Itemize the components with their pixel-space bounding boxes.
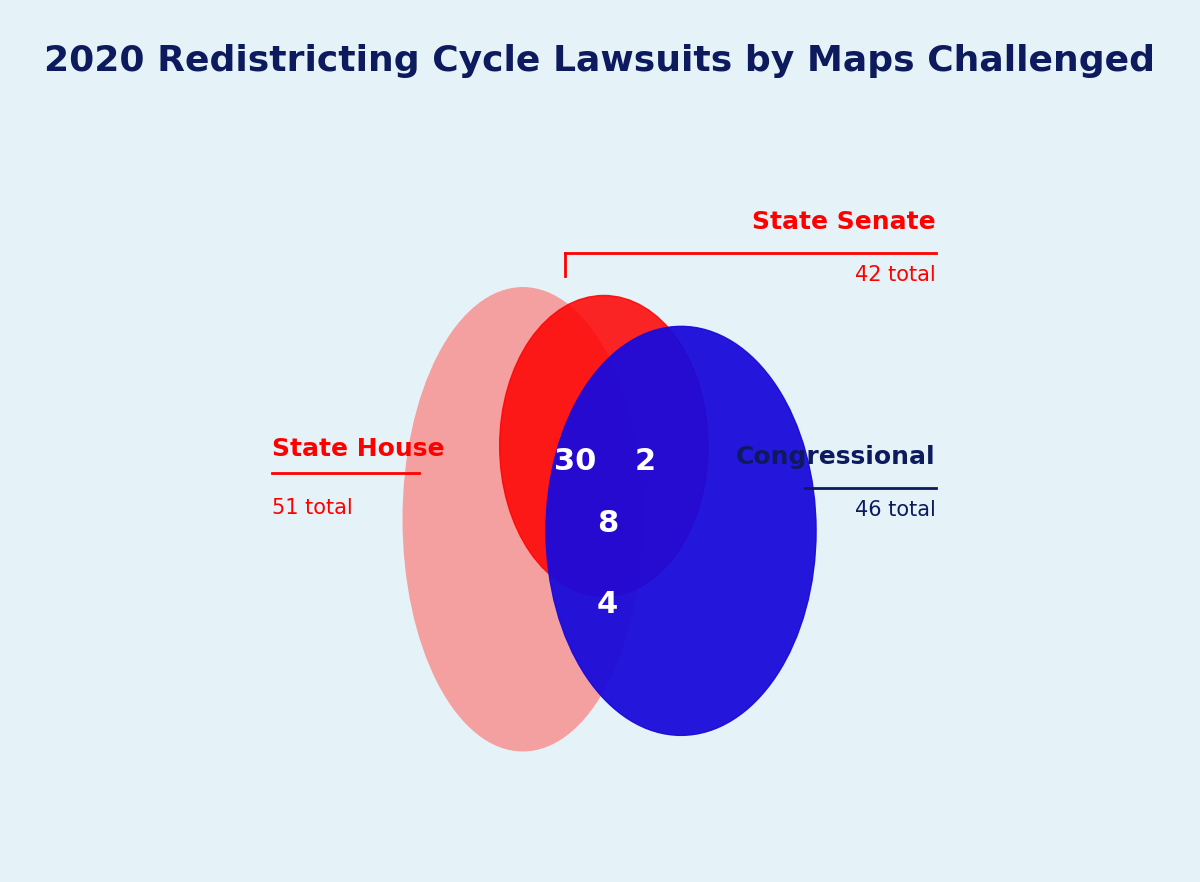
- Text: 8: 8: [598, 509, 618, 538]
- Ellipse shape: [499, 295, 708, 596]
- Text: State Senate: State Senate: [752, 210, 936, 234]
- Text: 30: 30: [554, 447, 596, 476]
- Ellipse shape: [403, 288, 642, 751]
- Text: 4: 4: [598, 590, 618, 618]
- Text: 2: 2: [634, 447, 655, 476]
- Text: 46 total: 46 total: [854, 500, 936, 520]
- Text: 51 total: 51 total: [272, 497, 353, 518]
- Ellipse shape: [546, 326, 816, 736]
- Text: Congressional: Congressional: [736, 445, 936, 469]
- Text: 2020 Redistricting Cycle Lawsuits by Maps Challenged: 2020 Redistricting Cycle Lawsuits by Map…: [44, 43, 1156, 78]
- Text: 42 total: 42 total: [854, 265, 936, 285]
- Text: State House: State House: [272, 437, 444, 461]
